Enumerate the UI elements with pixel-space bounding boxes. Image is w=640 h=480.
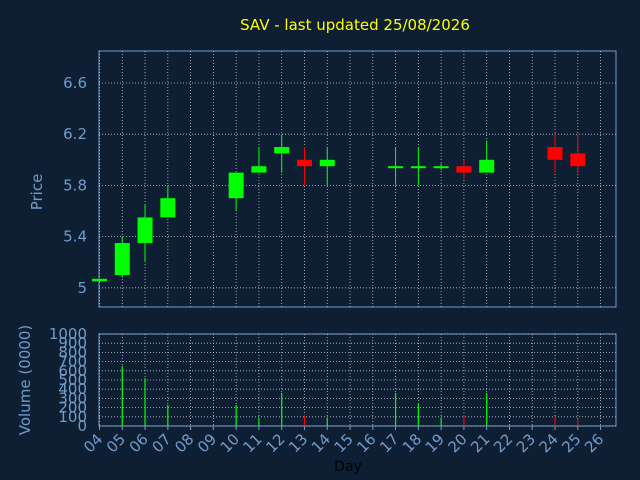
candle-body xyxy=(92,278,107,282)
day-axis: 0405060708091011121314151617181920212223… xyxy=(80,426,607,456)
volume-tick-label: 100 xyxy=(58,408,87,426)
candle-body xyxy=(456,166,472,173)
candle-body xyxy=(274,147,290,154)
price-tick-label: 6.6 xyxy=(63,74,87,92)
price-tick-label: 5.8 xyxy=(63,176,87,194)
volume-tick-label: 400 xyxy=(58,380,87,398)
candle-body xyxy=(319,159,335,167)
volume-tick-label: 500 xyxy=(58,371,87,389)
price-tick-label: 6.2 xyxy=(63,125,87,143)
price-axis-label: Price xyxy=(28,174,46,211)
x-axis-label: Day xyxy=(334,459,362,475)
volume-grid xyxy=(99,333,616,427)
volume-tick-label: 800 xyxy=(58,343,87,361)
candle-body xyxy=(570,153,586,167)
candles xyxy=(92,134,586,283)
volume-tick-label: 200 xyxy=(58,399,87,417)
candle-body xyxy=(433,166,449,169)
volume-tick-label: 600 xyxy=(58,362,87,380)
volume-tick-label: 300 xyxy=(58,389,87,407)
candle-body xyxy=(251,166,267,173)
candle-body xyxy=(137,217,153,243)
candle-body xyxy=(114,243,130,275)
candle-body xyxy=(160,198,176,218)
candle-body xyxy=(388,166,404,169)
candle-body xyxy=(547,147,563,160)
candle-body xyxy=(410,166,426,169)
candle-body xyxy=(479,159,495,173)
chart-title: SAV - last updated 25/08/2026 xyxy=(240,16,470,34)
volume-tick-label: 900 xyxy=(58,334,87,352)
price-tick-label: 5 xyxy=(77,279,87,297)
candle-body xyxy=(228,172,244,199)
volume-tick-label: 0 xyxy=(77,417,87,435)
volume-tick-label: 1000 xyxy=(49,325,87,343)
price-axis: 6.6 6.2 5.8 5.4 5 xyxy=(63,74,87,297)
price-tick-label: 5.4 xyxy=(63,228,87,246)
day-tick-label: 26 xyxy=(581,430,607,456)
volume-axis-label: Volume (0000) xyxy=(16,325,34,435)
volume-tick-label: 700 xyxy=(58,353,87,371)
volume-bars xyxy=(98,366,579,426)
price-grid xyxy=(99,51,616,307)
price-panel-frame xyxy=(98,50,617,308)
candle-body xyxy=(296,159,312,167)
